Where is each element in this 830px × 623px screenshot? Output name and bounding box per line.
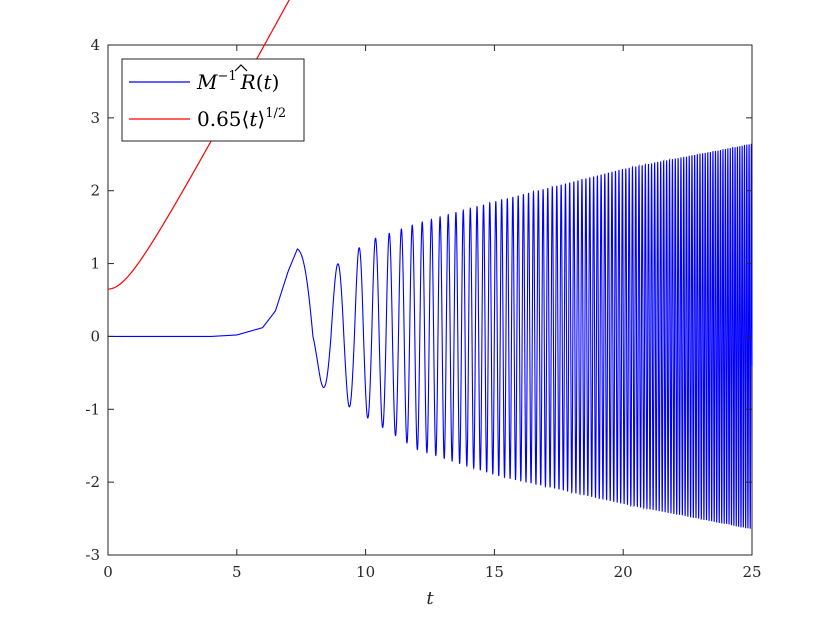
x-tick-label-2: 10 [356,563,375,581]
y-tick-label-0: -3 [85,546,100,564]
svg-text:M−1R(t): M−1 R(t) [196,69,279,94]
legend-hat-mark [234,64,248,72]
legend: M−1 R(t) 0.65⟨t⟩1/2 [121,58,305,142]
ticks-layer: 0 5 10 15 20 25 -3 -2 -1 0 1 2 3 4 [85,36,761,581]
y-tick-label-3: 0 [90,327,100,345]
legend-box [121,58,305,142]
x-tick-label-5: 25 [742,563,761,581]
svg-text:0.65⟨t⟩1/2: 0.65⟨t⟩1/2 [197,106,286,131]
legend-label-series-1: M−1 R(t) [196,64,279,94]
y-tick-label-6: 3 [90,109,100,127]
y-tick-label-7: 4 [90,36,100,54]
y-tick-label-2: -1 [85,400,100,418]
x-axis-label: t [426,588,434,609]
x-tick-label-4: 20 [614,563,633,581]
series-line-1 [108,143,753,529]
y-tick-label-4: 1 [90,255,100,273]
y-tick-label-1: -2 [85,473,100,491]
legend-label-series-2: 0.65⟨t⟩1/2 [197,106,286,131]
x-tick-label-1: 5 [232,563,242,581]
x-tick-label-0: 0 [103,563,113,581]
y-tick-label-5: 2 [90,182,100,200]
x-tick-label-3: 15 [485,563,504,581]
